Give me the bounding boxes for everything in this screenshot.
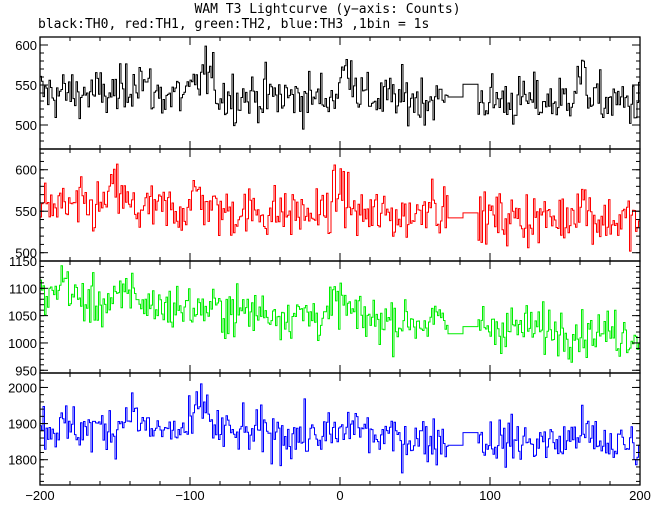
series-line-th1 [40,163,640,252]
x-tick-label: −100 [175,488,204,503]
y-tick-label: 2000 [8,380,37,395]
y-tick-label: 500 [15,246,37,261]
y-tick-label: 1150 [9,254,37,269]
y-tick-label: 1800 [8,453,37,468]
x-tick-label: 0 [336,488,343,503]
y-tick-label: 1900 [8,417,37,432]
x-tick-label: −200 [25,488,54,503]
y-tick-label: 1000 [8,336,37,351]
series-line-th0 [40,45,640,130]
x-tick-label: 200 [629,488,651,503]
y-tick-label: 500 [15,118,37,133]
y-tick-label: 600 [15,38,37,53]
y-tick-label: 550 [15,78,37,93]
series-line-th3 [40,383,640,474]
y-tick-label: 1050 [8,309,37,324]
y-tick-label: 1100 [9,281,37,296]
x-tick-label: 100 [479,488,501,503]
y-tick-label: 600 [15,163,37,178]
chart-title: WAM T3 Lightcurve (y−axis: Counts) [194,2,461,17]
y-tick-label: 550 [15,204,37,219]
y-tick-label: 950 [15,363,37,378]
panel-frame [39,372,641,486]
series-line-th2 [40,265,640,363]
chart-subtitle: black:TH0, red:TH1, green:TH2, blue:TH3 … [38,17,430,32]
